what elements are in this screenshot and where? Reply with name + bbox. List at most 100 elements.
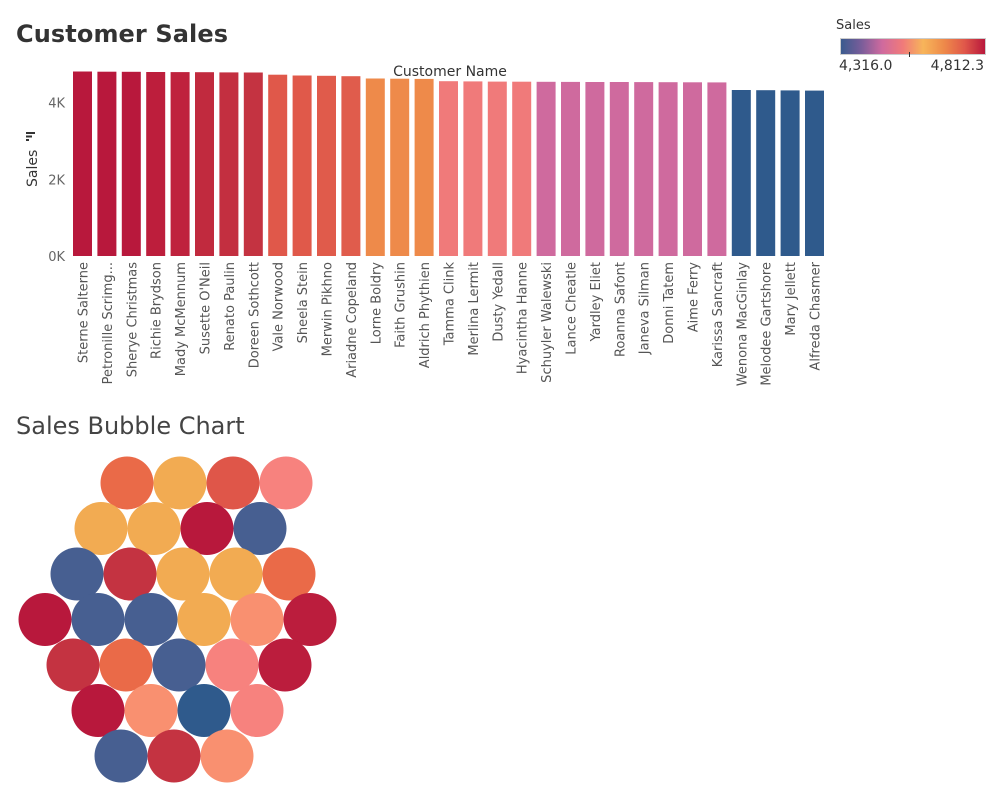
bar[interactable] <box>536 81 556 256</box>
bar[interactable] <box>683 82 702 256</box>
x-tick-label: Donni Tatem <box>662 262 677 344</box>
bar[interactable] <box>439 81 458 256</box>
bar[interactable] <box>219 72 239 257</box>
x-tick-label: Mary Jellett <box>784 262 799 336</box>
y-tick-label: 2K <box>48 173 65 188</box>
bubble[interactable] <box>94 729 148 783</box>
bar[interactable] <box>707 82 727 257</box>
bubble[interactable] <box>230 593 284 646</box>
bar[interactable] <box>561 81 580 257</box>
bar[interactable] <box>756 90 776 256</box>
bubble-chart-title: Sales Bubble Chart <box>16 412 245 440</box>
bar[interactable] <box>73 71 92 257</box>
bubble[interactable] <box>152 638 206 692</box>
bubble[interactable] <box>177 593 231 646</box>
bubble[interactable] <box>177 684 231 737</box>
bubble[interactable] <box>103 547 157 601</box>
bar[interactable] <box>731 90 751 256</box>
bubble[interactable] <box>147 729 201 783</box>
bubbles <box>18 456 337 783</box>
x-tick-label: Sterne Salterne <box>77 262 92 363</box>
bubble[interactable] <box>127 502 181 555</box>
x-tick-label: Lorne Boldry <box>369 262 384 345</box>
bar[interactable] <box>268 74 288 256</box>
bubble[interactable] <box>50 547 104 601</box>
x-tick-label: Wenona MacGinlay <box>735 262 750 386</box>
y-tick-label: 4K <box>48 97 65 112</box>
bubble[interactable] <box>205 638 259 692</box>
bar[interactable] <box>121 71 141 256</box>
bubble[interactable] <box>71 684 125 737</box>
bar[interactable] <box>292 75 312 257</box>
bar[interactable] <box>658 82 678 256</box>
x-tick-label: Petronille Scrimg... <box>101 262 116 384</box>
bar[interactable] <box>317 75 336 256</box>
x-tick-label: Faith Grushin <box>394 262 409 348</box>
x-tick-label: Janeva Silman <box>638 262 653 355</box>
bars <box>73 71 824 257</box>
bubble[interactable] <box>200 729 254 783</box>
bubble[interactable] <box>74 502 128 555</box>
bar[interactable] <box>609 82 629 256</box>
bar[interactable] <box>341 76 361 256</box>
x-tick-label: Renato Paulin <box>223 262 238 351</box>
bubble[interactable] <box>259 456 313 510</box>
bubble[interactable] <box>156 547 210 601</box>
x-tick-label: Roanna Safont <box>613 262 628 357</box>
bubble[interactable] <box>46 638 100 692</box>
customer-sales-bar-chart: 0K 2K 4K Sales Sterne Salterne Petronille Sc… <box>25 71 824 386</box>
x-axis-title: Customer Name <box>393 64 507 80</box>
bar[interactable] <box>512 81 532 256</box>
x-tick-label: Doreen Sothcott <box>247 262 262 368</box>
bar[interactable] <box>585 82 605 256</box>
bubble[interactable] <box>283 593 337 646</box>
bar[interactable] <box>195 72 214 256</box>
bubble[interactable] <box>100 456 154 510</box>
x-tick-label: Tamma Clink <box>443 262 458 347</box>
bubble[interactable] <box>153 456 207 510</box>
bubble[interactable] <box>262 547 316 601</box>
bubble[interactable] <box>209 547 263 601</box>
sort-descending-icon[interactable] <box>26 132 35 141</box>
bar[interactable] <box>463 81 483 257</box>
x-tick-label: Dusty Yedall <box>491 262 506 342</box>
legend-title: Sales <box>836 18 871 33</box>
bar[interactable] <box>146 72 166 256</box>
bubble[interactable] <box>124 684 178 737</box>
x-tick-label: Sherye Christmas <box>125 262 140 377</box>
bar[interactable] <box>634 82 654 256</box>
sales-color-legend: Sales 4,316.0 4,812.3 <box>836 18 986 78</box>
bar[interactable] <box>780 90 800 257</box>
bubble[interactable] <box>124 593 178 646</box>
legend-max-label: 4,812.3 <box>930 58 984 74</box>
bar[interactable] <box>805 90 824 256</box>
legend-gradient-bar <box>840 38 986 55</box>
bubble[interactable] <box>206 456 260 510</box>
legend-min-label: 4,316.0 <box>839 58 893 74</box>
x-axis-labels: Sterne Salterne Petronille Scrimg... Shery… <box>77 261 824 386</box>
bubble[interactable] <box>71 593 125 646</box>
bubble[interactable] <box>18 593 72 646</box>
x-tick-label: Hyacintha Hanne <box>516 262 531 374</box>
bar[interactable] <box>170 72 190 256</box>
bar[interactable] <box>243 72 263 257</box>
x-tick-label: Vale Norwood <box>272 262 287 351</box>
x-tick-label: Merwin Pikhno <box>321 262 336 356</box>
bubble[interactable] <box>99 638 153 692</box>
bar[interactable] <box>414 78 434 257</box>
bubble[interactable] <box>180 502 234 555</box>
bar[interactable] <box>365 78 385 257</box>
x-tick-label: Melodee Gartshore <box>760 262 775 386</box>
bar[interactable] <box>390 78 410 256</box>
bubble[interactable] <box>233 502 287 555</box>
bar[interactable] <box>487 81 507 256</box>
legend-marker <box>909 52 910 57</box>
bubble[interactable] <box>258 638 312 692</box>
bar[interactable] <box>97 71 117 256</box>
x-tick-label: Yardley Eliet <box>589 262 604 342</box>
x-tick-label: Sheela Stein <box>296 262 311 343</box>
bubble[interactable] <box>230 684 284 737</box>
x-tick-label: Susette O'Neil <box>199 262 214 354</box>
x-tick-label: Schuyler Walewski <box>540 262 555 383</box>
